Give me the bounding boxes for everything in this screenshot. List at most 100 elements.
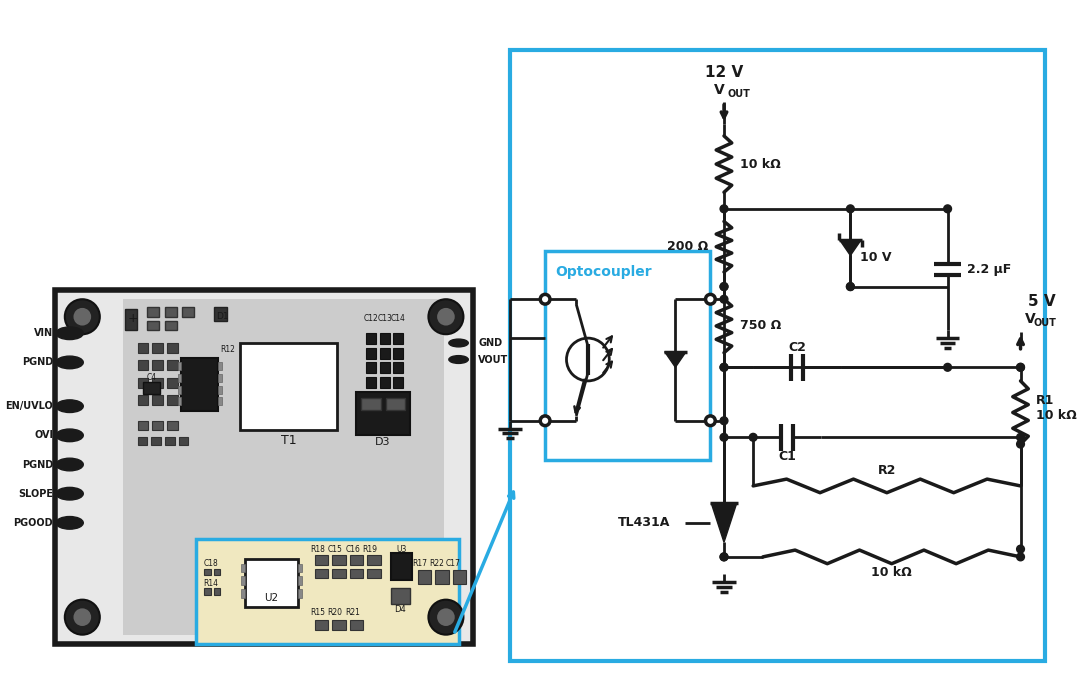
Bar [218,386,222,394]
Text: EN/UVLO: EN/UVLO [5,401,53,411]
Bar [148,321,159,330]
Bar [125,309,137,330]
Circle shape [847,205,854,213]
Bar [152,395,163,406]
Bar [152,378,163,388]
Text: 200 Ω: 200 Ω [667,240,708,253]
Text: OUT: OUT [728,89,751,99]
Text: R1: R1 [1036,394,1054,407]
Circle shape [540,416,550,425]
Text: V: V [714,83,725,97]
Bar [167,378,177,388]
Bar [183,307,194,316]
Text: R2: R2 [878,464,896,477]
Text: VIN: VIN [33,328,53,338]
Text: 10 kΩ: 10 kΩ [872,566,913,579]
Bar [245,559,298,608]
Text: TL431A: TL431A [618,516,671,530]
Text: GND: GND [478,338,502,348]
Bar [386,399,405,410]
Bar [366,334,376,344]
Bar [380,377,390,388]
Circle shape [438,610,454,625]
Circle shape [720,553,728,561]
Text: 2.2 μF: 2.2 μF [967,263,1011,276]
Bar [367,555,381,564]
Text: C15: C15 [327,545,342,553]
Text: Optocoupler: Optocoupler [555,265,651,279]
Bar [241,564,245,573]
Text: C4: C4 [146,373,157,382]
Circle shape [75,309,90,325]
Text: PGND: PGND [22,358,53,367]
Text: C17: C17 [445,559,460,568]
Bar [165,437,175,445]
Text: 750 Ω: 750 Ω [740,319,781,332]
Bar [204,588,211,595]
Bar [138,395,148,406]
Circle shape [429,299,463,334]
Bar [366,362,376,373]
Bar [241,576,245,585]
Text: V: V [1025,312,1036,325]
Text: C14: C14 [391,314,406,323]
Text: R19: R19 [363,545,378,553]
Bar [152,421,163,429]
Text: C1: C1 [779,450,796,463]
Polygon shape [664,351,686,367]
Text: PGND: PGND [22,460,53,469]
Circle shape [847,283,854,290]
Text: R15: R15 [310,608,325,616]
Bar [333,620,346,630]
Circle shape [720,364,728,371]
Text: R17: R17 [413,559,428,568]
Bar [393,362,403,373]
Text: R22: R22 [430,559,445,568]
Ellipse shape [56,400,83,412]
Bar [204,569,211,575]
Circle shape [65,599,99,635]
Bar [138,421,148,429]
Text: 10 V: 10 V [860,251,892,264]
Text: +: + [127,312,138,325]
Circle shape [944,205,951,213]
Bar [214,588,220,595]
Ellipse shape [449,339,469,347]
Bar [218,397,222,406]
Bar [393,377,403,388]
Ellipse shape [56,458,83,471]
Bar [366,377,376,388]
Bar [178,437,188,445]
Bar [510,50,1044,661]
Circle shape [438,309,454,325]
Bar [138,437,148,445]
Text: D4: D4 [394,605,406,614]
Bar [177,362,181,370]
Circle shape [540,295,550,304]
Circle shape [750,434,757,441]
Text: C18: C18 [203,559,218,568]
Ellipse shape [56,327,83,340]
Ellipse shape [449,356,469,364]
Text: C2: C2 [788,341,806,354]
Bar [240,343,337,430]
Circle shape [1016,545,1025,553]
Circle shape [65,299,99,334]
Text: U3: U3 [396,545,406,553]
Circle shape [1016,440,1025,448]
Bar [165,307,177,316]
Text: PGOOD: PGOOD [14,518,53,528]
Bar [138,378,148,388]
Circle shape [705,295,715,304]
Ellipse shape [56,429,83,442]
Bar [218,374,222,382]
Bar [362,399,381,410]
Bar [214,569,220,575]
Circle shape [1016,364,1025,371]
Circle shape [847,283,854,290]
Bar [366,348,376,358]
Bar [380,362,390,373]
Text: T1: T1 [281,434,296,447]
Bar [218,362,222,370]
Text: U2: U2 [264,593,278,603]
